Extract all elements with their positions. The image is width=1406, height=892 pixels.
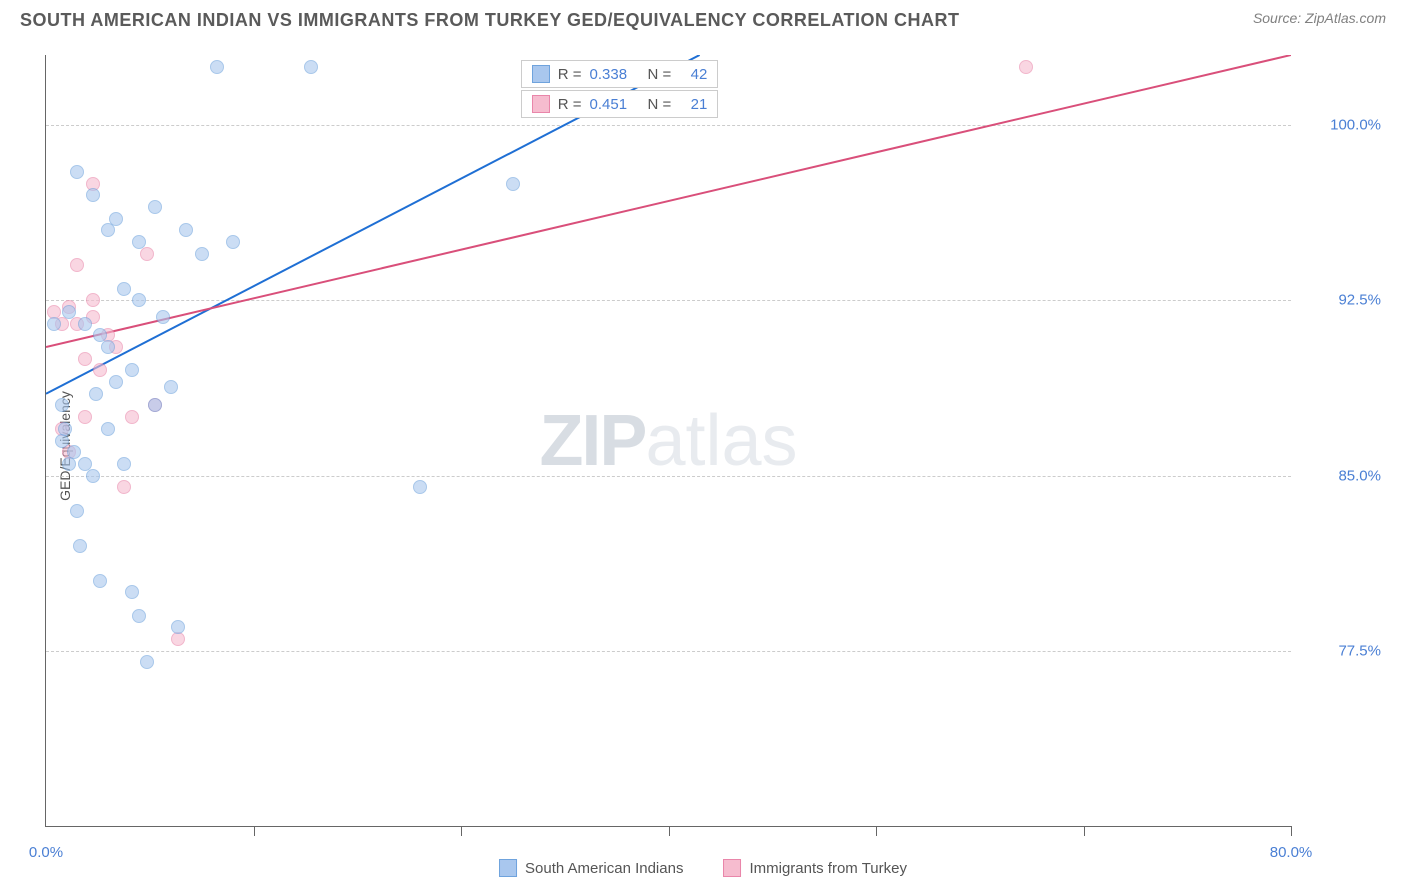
data-point-a xyxy=(47,317,61,331)
data-point-a xyxy=(132,235,146,249)
gridline-h xyxy=(46,651,1291,652)
data-point-a xyxy=(62,305,76,319)
r-label: R = xyxy=(558,66,582,83)
ytick-label: 100.0% xyxy=(1301,117,1381,134)
trend-lines xyxy=(46,55,1291,826)
data-point-a xyxy=(125,585,139,599)
xtick xyxy=(876,826,877,836)
watermark-zip: ZIP xyxy=(539,401,645,481)
data-point-a xyxy=(195,247,209,261)
legend-label-b: Immigrants from Turkey xyxy=(749,860,907,877)
gridline-h xyxy=(46,300,1291,301)
n-value: 42 xyxy=(679,66,707,83)
data-point-a xyxy=(226,235,240,249)
plot-area: ZIPatlas 77.5%85.0%92.5%100.0%0.0%80.0%R… xyxy=(45,55,1291,827)
watermark-atlas: atlas xyxy=(645,401,797,481)
data-point-b xyxy=(70,258,84,272)
data-point-a xyxy=(101,340,115,354)
data-point-a xyxy=(506,177,520,191)
legend-item-b: Immigrants from Turkey xyxy=(723,859,907,877)
xtick xyxy=(1291,826,1292,836)
ytick-label: 77.5% xyxy=(1301,642,1381,659)
r-value: 0.451 xyxy=(590,96,640,113)
chart-title: SOUTH AMERICAN INDIAN VS IMMIGRANTS FROM… xyxy=(20,10,960,31)
data-point-b xyxy=(86,293,100,307)
data-point-a xyxy=(89,387,103,401)
n-label: N = xyxy=(648,66,672,83)
data-point-b xyxy=(1019,60,1033,74)
source-attribution: Source: ZipAtlas.com xyxy=(1253,10,1386,26)
data-point-b xyxy=(93,363,107,377)
gridline-h xyxy=(46,125,1291,126)
data-point-a xyxy=(140,655,154,669)
xtick xyxy=(1084,826,1085,836)
bottom-legend: South American Indians Immigrants from T… xyxy=(499,859,907,877)
r-label: R = xyxy=(558,96,582,113)
data-point-b xyxy=(78,410,92,424)
legend-swatch-b xyxy=(723,859,741,877)
data-point-a xyxy=(132,293,146,307)
ytick-label: 85.0% xyxy=(1301,467,1381,484)
xtick-label: 80.0% xyxy=(1270,844,1313,861)
data-point-b xyxy=(78,352,92,366)
data-point-a xyxy=(117,282,131,296)
data-point-a xyxy=(413,480,427,494)
data-point-a xyxy=(164,380,178,394)
data-point-a xyxy=(148,398,162,412)
data-point-a xyxy=(125,363,139,377)
data-point-a xyxy=(117,457,131,471)
stats-box-b: R = 0.451 N = 21 xyxy=(521,90,719,118)
chart-area: ZIPatlas 77.5%85.0%92.5%100.0%0.0%80.0%R… xyxy=(45,55,1291,827)
data-point-b xyxy=(117,480,131,494)
data-point-a xyxy=(73,539,87,553)
legend-swatch-a xyxy=(499,859,517,877)
data-point-a xyxy=(86,469,100,483)
data-point-a xyxy=(70,165,84,179)
data-point-a xyxy=(101,223,115,237)
legend-item-a: South American Indians xyxy=(499,859,683,877)
legend-label-a: South American Indians xyxy=(525,860,683,877)
data-point-a xyxy=(109,212,123,226)
stats-box-a: R = 0.338 N = 42 xyxy=(521,60,719,88)
data-point-b xyxy=(140,247,154,261)
data-point-a xyxy=(67,445,81,459)
data-point-a xyxy=(179,223,193,237)
data-point-a xyxy=(78,317,92,331)
stats-swatch xyxy=(532,95,550,113)
n-value: 21 xyxy=(679,96,707,113)
data-point-a xyxy=(171,620,185,634)
data-point-a xyxy=(109,375,123,389)
data-point-a xyxy=(132,609,146,623)
xtick-label: 0.0% xyxy=(29,844,63,861)
data-point-a xyxy=(86,188,100,202)
data-point-a xyxy=(210,60,224,74)
gridline-h xyxy=(46,476,1291,477)
data-point-a xyxy=(156,310,170,324)
xtick xyxy=(669,826,670,836)
data-point-a xyxy=(70,504,84,518)
xtick xyxy=(254,826,255,836)
data-point-a xyxy=(101,422,115,436)
data-point-a xyxy=(58,422,72,436)
xtick xyxy=(461,826,462,836)
data-point-a xyxy=(55,398,69,412)
watermark: ZIPatlas xyxy=(539,400,797,482)
data-point-a xyxy=(93,574,107,588)
r-value: 0.338 xyxy=(590,66,640,83)
stats-swatch xyxy=(532,65,550,83)
ytick-label: 92.5% xyxy=(1301,292,1381,309)
data-point-b xyxy=(125,410,139,424)
data-point-a xyxy=(304,60,318,74)
data-point-a xyxy=(148,200,162,214)
n-label: N = xyxy=(648,96,672,113)
